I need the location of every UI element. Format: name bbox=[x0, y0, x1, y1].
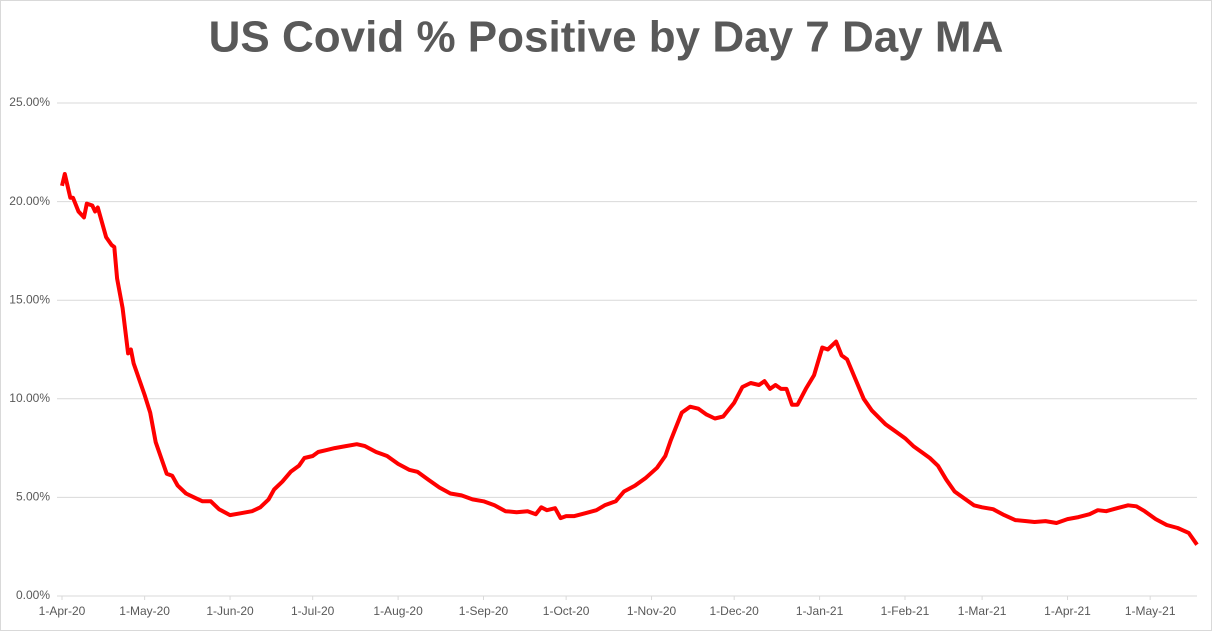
x-tick-label: 1-Feb-21 bbox=[881, 604, 930, 618]
y-tick-label: 25.00% bbox=[9, 95, 50, 109]
x-tick-label: 1-Aug-20 bbox=[373, 604, 423, 618]
x-tick-label: 1-Apr-20 bbox=[39, 604, 86, 618]
x-tick-label: 1-May-20 bbox=[119, 604, 170, 618]
y-tick-label: 10.00% bbox=[9, 391, 50, 405]
data-line bbox=[60, 172, 1199, 546]
y-tick-label: 15.00% bbox=[9, 292, 50, 306]
y-tick-label: 0.00% bbox=[16, 588, 50, 602]
x-tick-label: 1-May-21 bbox=[1125, 604, 1176, 618]
x-tick-label: 1-Mar-21 bbox=[958, 604, 1007, 618]
x-tick-label: 1-Jan-21 bbox=[796, 604, 844, 618]
x-tick-label: 1-Dec-20 bbox=[710, 604, 760, 618]
x-tick-label: 1-Nov-20 bbox=[627, 604, 677, 618]
x-tick-label: 1-Jul-20 bbox=[291, 604, 335, 618]
y-tick-label: 5.00% bbox=[16, 490, 50, 504]
x-tick-label: 1-Jun-20 bbox=[206, 604, 254, 618]
chart-title: US Covid % Positive by Day 7 Day MA bbox=[209, 13, 1004, 62]
y-tick-label: 20.00% bbox=[9, 194, 50, 208]
x-tick-label: 1-Sep-20 bbox=[459, 604, 509, 618]
x-tick-label: 1-Oct-20 bbox=[543, 604, 590, 618]
x-tick-label: 1-Apr-21 bbox=[1044, 604, 1091, 618]
